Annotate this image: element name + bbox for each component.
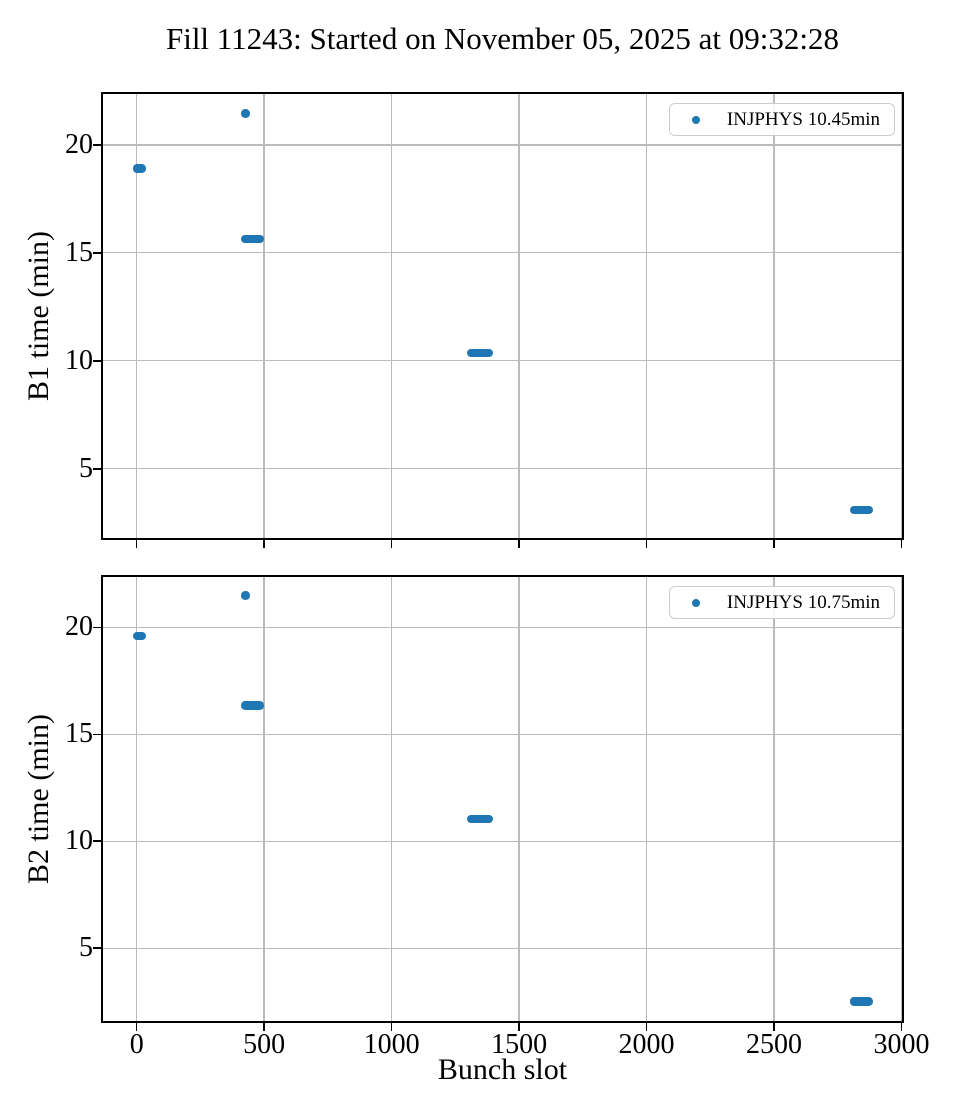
y-tick-10: [93, 360, 101, 362]
gridline-x-2000: [645, 575, 648, 1023]
scatter-point: [137, 164, 146, 173]
figure-title: Fill 11243: Started on November 05, 2025…: [165, 21, 840, 56]
x-tick-2500: [773, 1023, 775, 1031]
x-tick-0: [135, 540, 138, 548]
x-tick-1000: [390, 540, 393, 548]
y-tick-label-5: 5: [79, 932, 93, 964]
gridline-y-20: [101, 626, 904, 629]
x-tick-label-0: 0: [129, 1029, 144, 1060]
gridline-y-5: [101, 947, 904, 949]
gridline-x-3000: [900, 92, 903, 540]
y-tick-20: [93, 144, 101, 146]
x-tick-1500: [518, 540, 520, 548]
legend-label-b2: INJPHYS 10.75min: [726, 591, 880, 613]
gridline-y-10: [101, 360, 904, 362]
x-tick-2000: [645, 540, 648, 548]
scatter-point: [864, 997, 873, 1006]
x-tick-2000: [645, 1023, 648, 1031]
y-tick-20: [93, 626, 101, 629]
subplot-b2: 0 500 1000 1500 2000 2500 3000 5 10 15 20 INJPHYS …: [65, 575, 929, 1060]
gridline-x-0: [136, 575, 138, 1023]
gridline-y-10: [101, 840, 904, 842]
x-tick-label-1500: 1500: [491, 1029, 548, 1060]
gridline-x-2500: [773, 575, 775, 1023]
x-tick-label-3000: 3000: [873, 1029, 930, 1060]
scatter-point: [484, 814, 493, 824]
gridline-x-0: [136, 92, 138, 540]
x-tick-1500: [518, 1023, 520, 1031]
gridline-x-2500: [773, 92, 775, 540]
gridline-x-1500: [518, 92, 520, 540]
axes-frame: [101, 92, 904, 540]
legend-b1: INJPHYS 10.45min: [668, 103, 895, 136]
x-axis-label: Bunch slot: [437, 1053, 568, 1086]
x-tick-2500: [773, 540, 775, 548]
y-tick-label-10: 10: [65, 344, 93, 376]
y-tick-label-15: 15: [65, 236, 93, 268]
x-tick-3000: [900, 1023, 903, 1031]
scatter-point: [484, 348, 493, 358]
y-tick-10: [93, 840, 101, 842]
axes-frame: [101, 575, 904, 1023]
scatter-point: [137, 631, 146, 641]
x-tick-3000: [900, 540, 903, 548]
gridline-y-20: [101, 144, 904, 146]
x-tick-label-2000: 2000: [618, 1029, 675, 1060]
scatter-point: [241, 591, 250, 600]
legend-label-b1: INJPHYS 10.45min: [726, 108, 880, 130]
y-tick-label-20: 20: [65, 128, 93, 160]
subplot-b1: 5 10 15 20 INJPHYS 10.45min: [65, 92, 904, 548]
x-tick-500: [263, 540, 265, 548]
gridline-x-500: [263, 92, 265, 540]
gridline-x-3000: [900, 575, 903, 1023]
gridline-x-1000: [390, 92, 393, 540]
y-tick-5: [93, 468, 101, 470]
x-tick-1000: [390, 1023, 393, 1031]
x-tick-0: [135, 1023, 138, 1031]
gridline-x-2000: [645, 92, 648, 540]
x-tick-label-2500: 2500: [745, 1029, 802, 1060]
y-tick-label-20: 20: [65, 611, 93, 643]
y-tick-15: [93, 252, 101, 254]
scatter-marker-icon: [691, 115, 700, 124]
gridline-x-1000: [390, 575, 393, 1023]
x-tick-500: [263, 1023, 265, 1031]
y-tick-label-5: 5: [79, 452, 93, 484]
gridline-y-15: [101, 252, 904, 254]
scatter-point: [255, 701, 264, 710]
y-tick-15: [93, 733, 101, 736]
gridline-y-15: [101, 733, 904, 735]
x-tick-label-1000: 1000: [363, 1029, 420, 1060]
scatter-point: [864, 505, 873, 515]
gridline-y-5: [101, 468, 904, 470]
scatter-point: [255, 234, 264, 244]
legend-b2: INJPHYS 10.75min: [668, 586, 895, 619]
y-tick-label-10: 10: [65, 825, 93, 857]
y-tick-label-15: 15: [65, 718, 93, 750]
x-tick-label-500: 500: [243, 1029, 286, 1060]
gridline-x-500: [263, 575, 265, 1023]
gridline-x-1500: [518, 575, 520, 1023]
scatter-point: [241, 109, 250, 118]
scatter-marker-icon: [691, 598, 700, 607]
y-tick-5: [93, 947, 101, 949]
